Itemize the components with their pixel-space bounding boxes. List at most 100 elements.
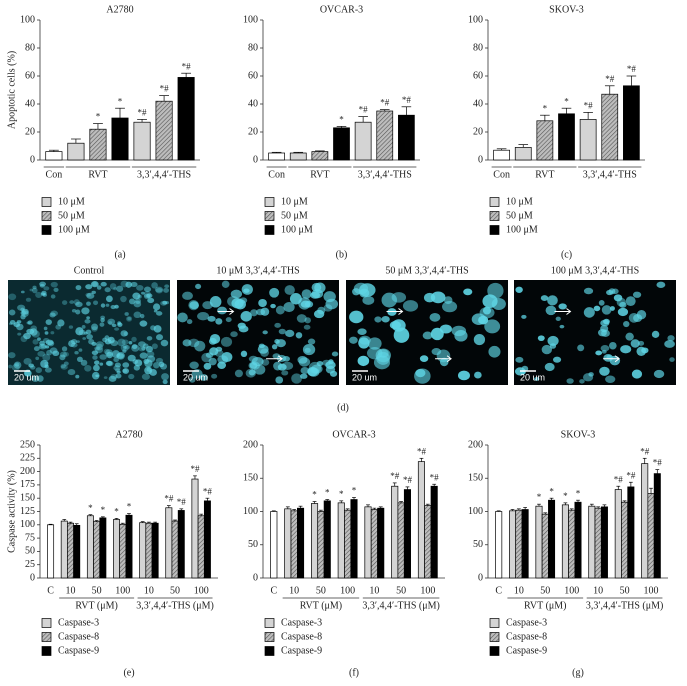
cell bbox=[45, 319, 52, 325]
cell bbox=[357, 328, 367, 336]
error-bar bbox=[516, 508, 521, 511]
cell bbox=[82, 337, 87, 340]
cell bbox=[667, 335, 675, 342]
cell bbox=[28, 363, 35, 368]
error-bar bbox=[71, 138, 81, 144]
cell bbox=[599, 366, 610, 376]
error-bar bbox=[271, 151, 282, 153]
bar bbox=[191, 478, 199, 579]
annotation: *# bbox=[403, 475, 413, 485]
cell bbox=[422, 331, 433, 340]
cell bbox=[151, 343, 158, 350]
cell bbox=[162, 300, 168, 305]
cell bbox=[86, 292, 95, 299]
error-bar bbox=[589, 503, 594, 507]
cell bbox=[75, 374, 80, 379]
cell bbox=[254, 364, 266, 375]
error-bar bbox=[74, 523, 79, 526]
annotation: * bbox=[339, 114, 344, 124]
group-label: RVT (μM) bbox=[524, 600, 566, 611]
annotation: * bbox=[352, 486, 357, 496]
cell bbox=[76, 340, 80, 343]
cell bbox=[151, 282, 158, 289]
cell bbox=[139, 313, 145, 319]
micrograph-bg bbox=[514, 280, 676, 385]
y-axis-label: Caspase activity (%) bbox=[6, 470, 17, 553]
annotation: * bbox=[576, 488, 581, 498]
bar bbox=[370, 509, 378, 579]
legend-label: Caspase-8 bbox=[506, 631, 547, 642]
error-bar bbox=[120, 522, 125, 525]
y-tick-label: 100 bbox=[243, 14, 258, 25]
cell bbox=[234, 299, 246, 310]
cell bbox=[474, 371, 482, 379]
scale-bar-label: 20 um bbox=[520, 372, 545, 382]
x-tick-label: 50 bbox=[540, 585, 550, 596]
cell bbox=[566, 378, 574, 384]
error-bar bbox=[540, 114, 550, 121]
cell bbox=[329, 370, 338, 377]
cell bbox=[139, 320, 148, 327]
cell bbox=[521, 314, 527, 319]
bar bbox=[89, 128, 107, 161]
cell bbox=[559, 324, 565, 329]
panel-label: (b) bbox=[336, 249, 348, 260]
cell bbox=[39, 281, 47, 287]
cell bbox=[201, 352, 212, 363]
group-label: RVT (μM) bbox=[300, 600, 342, 611]
error-bar bbox=[425, 503, 430, 506]
cell bbox=[43, 286, 50, 291]
legend-swatch bbox=[264, 197, 275, 207]
legend-swatch bbox=[489, 197, 500, 207]
cell bbox=[70, 339, 78, 345]
cell bbox=[439, 357, 449, 367]
cell bbox=[120, 343, 129, 352]
cell bbox=[281, 361, 294, 370]
bar bbox=[67, 522, 74, 579]
bar bbox=[403, 489, 411, 579]
error-bar bbox=[602, 504, 607, 507]
group-label: Con bbox=[268, 169, 285, 180]
x-tick-label: 10 bbox=[593, 585, 603, 596]
cell bbox=[69, 300, 75, 304]
y-tick-label: 100 bbox=[468, 506, 483, 517]
cell bbox=[43, 326, 48, 331]
cell bbox=[454, 329, 468, 342]
error-bar bbox=[48, 149, 59, 152]
cell bbox=[25, 297, 32, 302]
bar bbox=[47, 524, 55, 579]
cell bbox=[139, 352, 148, 359]
annotation: *# bbox=[380, 98, 390, 108]
error-bar bbox=[616, 485, 621, 490]
cell bbox=[8, 364, 13, 369]
cell bbox=[143, 286, 152, 293]
y-tick-label: 150 bbox=[468, 473, 483, 484]
cell bbox=[182, 339, 192, 347]
cell bbox=[99, 354, 107, 360]
cell bbox=[113, 357, 119, 363]
cell bbox=[92, 355, 98, 360]
legend-swatch bbox=[489, 211, 500, 221]
annotation: * bbox=[537, 492, 542, 502]
cell bbox=[40, 359, 49, 368]
bar bbox=[268, 152, 285, 161]
cell bbox=[78, 329, 86, 336]
cell bbox=[146, 355, 156, 363]
cell bbox=[207, 315, 216, 322]
group-label: RVT bbox=[310, 169, 329, 180]
bar bbox=[311, 151, 329, 161]
legend-swatch bbox=[489, 646, 500, 656]
cell bbox=[93, 364, 100, 372]
scale-bar-label: 20 um bbox=[183, 372, 208, 382]
chart-title: A2780 bbox=[106, 4, 133, 15]
y-tick-label: 20 bbox=[248, 126, 258, 137]
cell bbox=[68, 325, 74, 329]
cell bbox=[515, 286, 523, 293]
cell bbox=[579, 379, 585, 384]
error-bar bbox=[336, 126, 347, 128]
error-bar bbox=[496, 510, 501, 512]
bar bbox=[317, 511, 325, 579]
cell bbox=[374, 316, 382, 323]
arrow bbox=[386, 308, 404, 315]
